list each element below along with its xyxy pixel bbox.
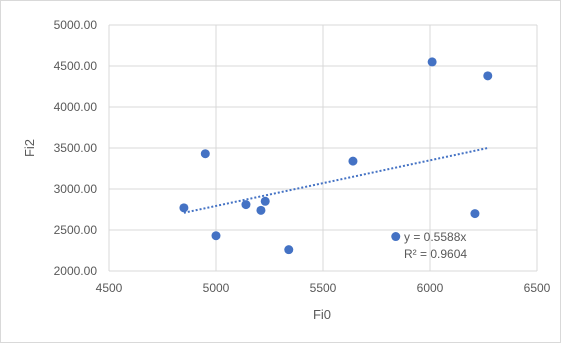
x-tick-label: 6000: [417, 281, 444, 295]
trendline-equation: y = 0.5588x: [404, 230, 466, 244]
data-point: [256, 205, 266, 215]
trendline: [183, 147, 488, 214]
x-tick-label: 5000: [203, 281, 230, 295]
y-tick-label: 5000.00: [54, 18, 98, 32]
x-tick-label: 5500: [310, 281, 337, 295]
y-tick-label: 4000.00: [54, 100, 98, 114]
data-point: [391, 232, 401, 242]
x-axis-title: Fi0: [313, 307, 331, 322]
data-point: [241, 200, 251, 210]
x-tick-label: 4500: [96, 281, 123, 295]
tick-labels: 2000.00 2500.00 3000.00 3500.00 4000.00 4500.…: [54, 18, 551, 295]
data-point: [483, 71, 493, 81]
y-tick-label: 2000.00: [54, 264, 98, 278]
y-tick-label: 3000.00: [54, 182, 98, 196]
trendline-r-squared: R² = 0.9604: [404, 247, 467, 261]
data-point: [427, 57, 437, 67]
data-point: [470, 209, 480, 219]
y-tick-label: 3500.00: [54, 141, 98, 155]
data-point: [200, 149, 210, 159]
data-point: [179, 203, 189, 213]
data-point: [211, 231, 221, 241]
y-tick-label: 2500.00: [54, 223, 98, 237]
data-point: [348, 156, 358, 166]
data-point: [284, 245, 294, 255]
data-points: [179, 57, 493, 255]
data-point: [260, 196, 270, 206]
x-tick-label: 6500: [524, 281, 551, 295]
y-axis-title: Fi2: [22, 139, 37, 157]
gridlines: [108, 24, 538, 272]
y-tick-label: 4500.00: [54, 59, 98, 73]
